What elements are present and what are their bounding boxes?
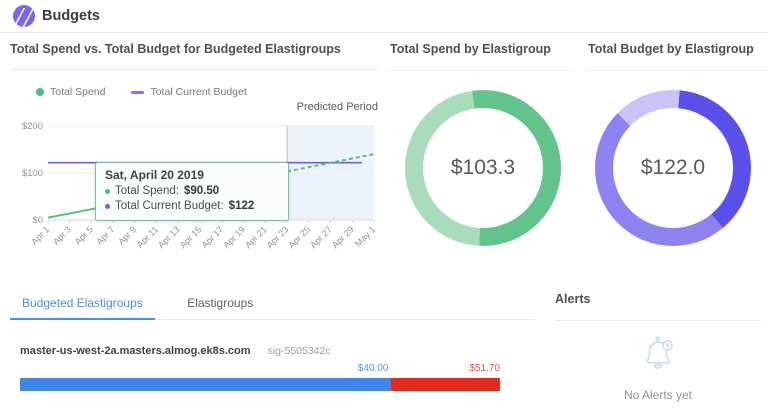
svg-text:Apr 27: Apr 27 xyxy=(308,224,334,250)
legend-dot-icon xyxy=(36,88,44,96)
elastigroups-tabs: Budgeted Elastigroups Elastigroups xyxy=(10,292,535,320)
spend-vs-budget-panel: Total Spend vs. Total Budget for Budgete… xyxy=(10,42,380,285)
donut-center: $122.0 xyxy=(613,108,733,228)
tooltip-value: $90.50 xyxy=(183,185,220,197)
bullet-icon xyxy=(105,204,110,209)
total-budget-value: $122.0 xyxy=(640,156,706,179)
elastigroup-row: master-us-west-2a.masters.almog.ek8s.com… xyxy=(20,345,331,357)
budget-bar: $40.00 $51.70 xyxy=(20,363,500,393)
tooltip-date: Sat, April 20 2019 xyxy=(105,168,204,182)
divider xyxy=(588,70,768,71)
page-title: Budgets xyxy=(42,8,100,24)
svg-text:Apr 25: Apr 25 xyxy=(286,224,312,250)
donut-title: Total Spend by Elastigroup xyxy=(390,42,551,56)
svg-text:Apr 21: Apr 21 xyxy=(243,224,269,250)
total-spend-panel: Total Spend by Elastigroup $103.3 xyxy=(390,42,570,285)
total-budget-panel: Total Budget by Elastigroup $122.0 xyxy=(588,42,768,285)
no-alerts-message: No Alerts yet xyxy=(623,388,693,402)
predicted-period-label: Predicted Period xyxy=(296,101,378,113)
divider xyxy=(555,320,761,321)
total-spend-donut-chart[interactable]: $103.3 xyxy=(405,90,561,246)
divider xyxy=(10,69,378,70)
svg-text:$200: $200 xyxy=(22,121,43,132)
app-header: Budgets xyxy=(0,0,768,33)
bell-icon xyxy=(555,330,761,376)
total-spend-value: $103.3 xyxy=(450,156,516,179)
alerts-title: Alerts xyxy=(555,292,591,306)
alerts-panel: Alerts No Alerts yet xyxy=(555,292,761,412)
legend-label: Total Spend xyxy=(50,86,106,98)
bullet-icon xyxy=(105,189,110,194)
legend-label: Total Current Budget xyxy=(150,86,247,98)
tooltip-row-budget: Total Current Budget: $122 xyxy=(105,199,279,214)
svg-text:Apr 3: Apr 3 xyxy=(51,224,73,246)
chart-legend: Total Spend Total Current Budget xyxy=(36,86,247,98)
total-spend-amount-label: $51.70 xyxy=(469,363,500,374)
within-budget-segment xyxy=(20,378,392,391)
svg-text:$0: $0 xyxy=(32,215,43,226)
chart-tooltip: Sat, April 20 2019 Total Spend: $90.50 T… xyxy=(95,162,289,221)
budget-amount-label: $40.00 xyxy=(357,363,389,374)
legend-item-total-current-budget[interactable]: Total Current Budget xyxy=(131,86,247,98)
legend-item-total-spend[interactable]: Total Spend xyxy=(36,86,105,98)
svg-text:Apr 23: Apr 23 xyxy=(265,224,291,250)
svg-text:$100: $100 xyxy=(22,168,43,179)
tooltip-label: Total Spend: xyxy=(115,185,179,197)
svg-text:May 1: May 1 xyxy=(353,224,377,248)
tooltip-value: $122 xyxy=(228,200,255,212)
tab-budgeted-elastigroups[interactable]: Budgeted Elastigroups xyxy=(10,292,155,320)
over-budget-segment xyxy=(391,378,500,391)
elastigroup-sig-id: sig-5505342c xyxy=(267,345,331,357)
tooltip-row-spend: Total Spend: $90.50 xyxy=(105,184,279,199)
total-budget-donut-chart[interactable]: $122.0 xyxy=(595,90,751,246)
elastigroup-name-link[interactable]: master-us-west-2a.masters.almog.ek8s.com xyxy=(20,345,251,357)
svg-text:Apr 11: Apr 11 xyxy=(135,224,160,249)
svg-text:Apr 1: Apr 1 xyxy=(29,224,51,246)
svg-text:Apr 7: Apr 7 xyxy=(94,224,116,246)
donut-center: $103.3 xyxy=(423,108,543,228)
svg-text:Apr 29: Apr 29 xyxy=(330,224,356,250)
spotinst-logo-icon xyxy=(13,5,35,27)
svg-text:Apr 13: Apr 13 xyxy=(156,224,182,250)
tab-elastigroups[interactable]: Elastigroups xyxy=(187,296,254,310)
svg-text:Apr 19: Apr 19 xyxy=(221,224,247,250)
legend-dash-icon xyxy=(131,90,145,94)
tooltip-label: Total Current Budget: xyxy=(115,200,224,212)
divider xyxy=(390,70,570,71)
budget-progress-bar[interactable] xyxy=(20,378,500,391)
svg-text:Apr 5: Apr 5 xyxy=(73,224,95,246)
svg-text:Apr 17: Apr 17 xyxy=(199,224,225,250)
chart-title: Total Spend vs. Total Budget for Budgete… xyxy=(10,42,341,56)
svg-text:Apr 15: Apr 15 xyxy=(178,224,204,250)
donut-title: Total Budget by Elastigroup xyxy=(588,42,754,56)
